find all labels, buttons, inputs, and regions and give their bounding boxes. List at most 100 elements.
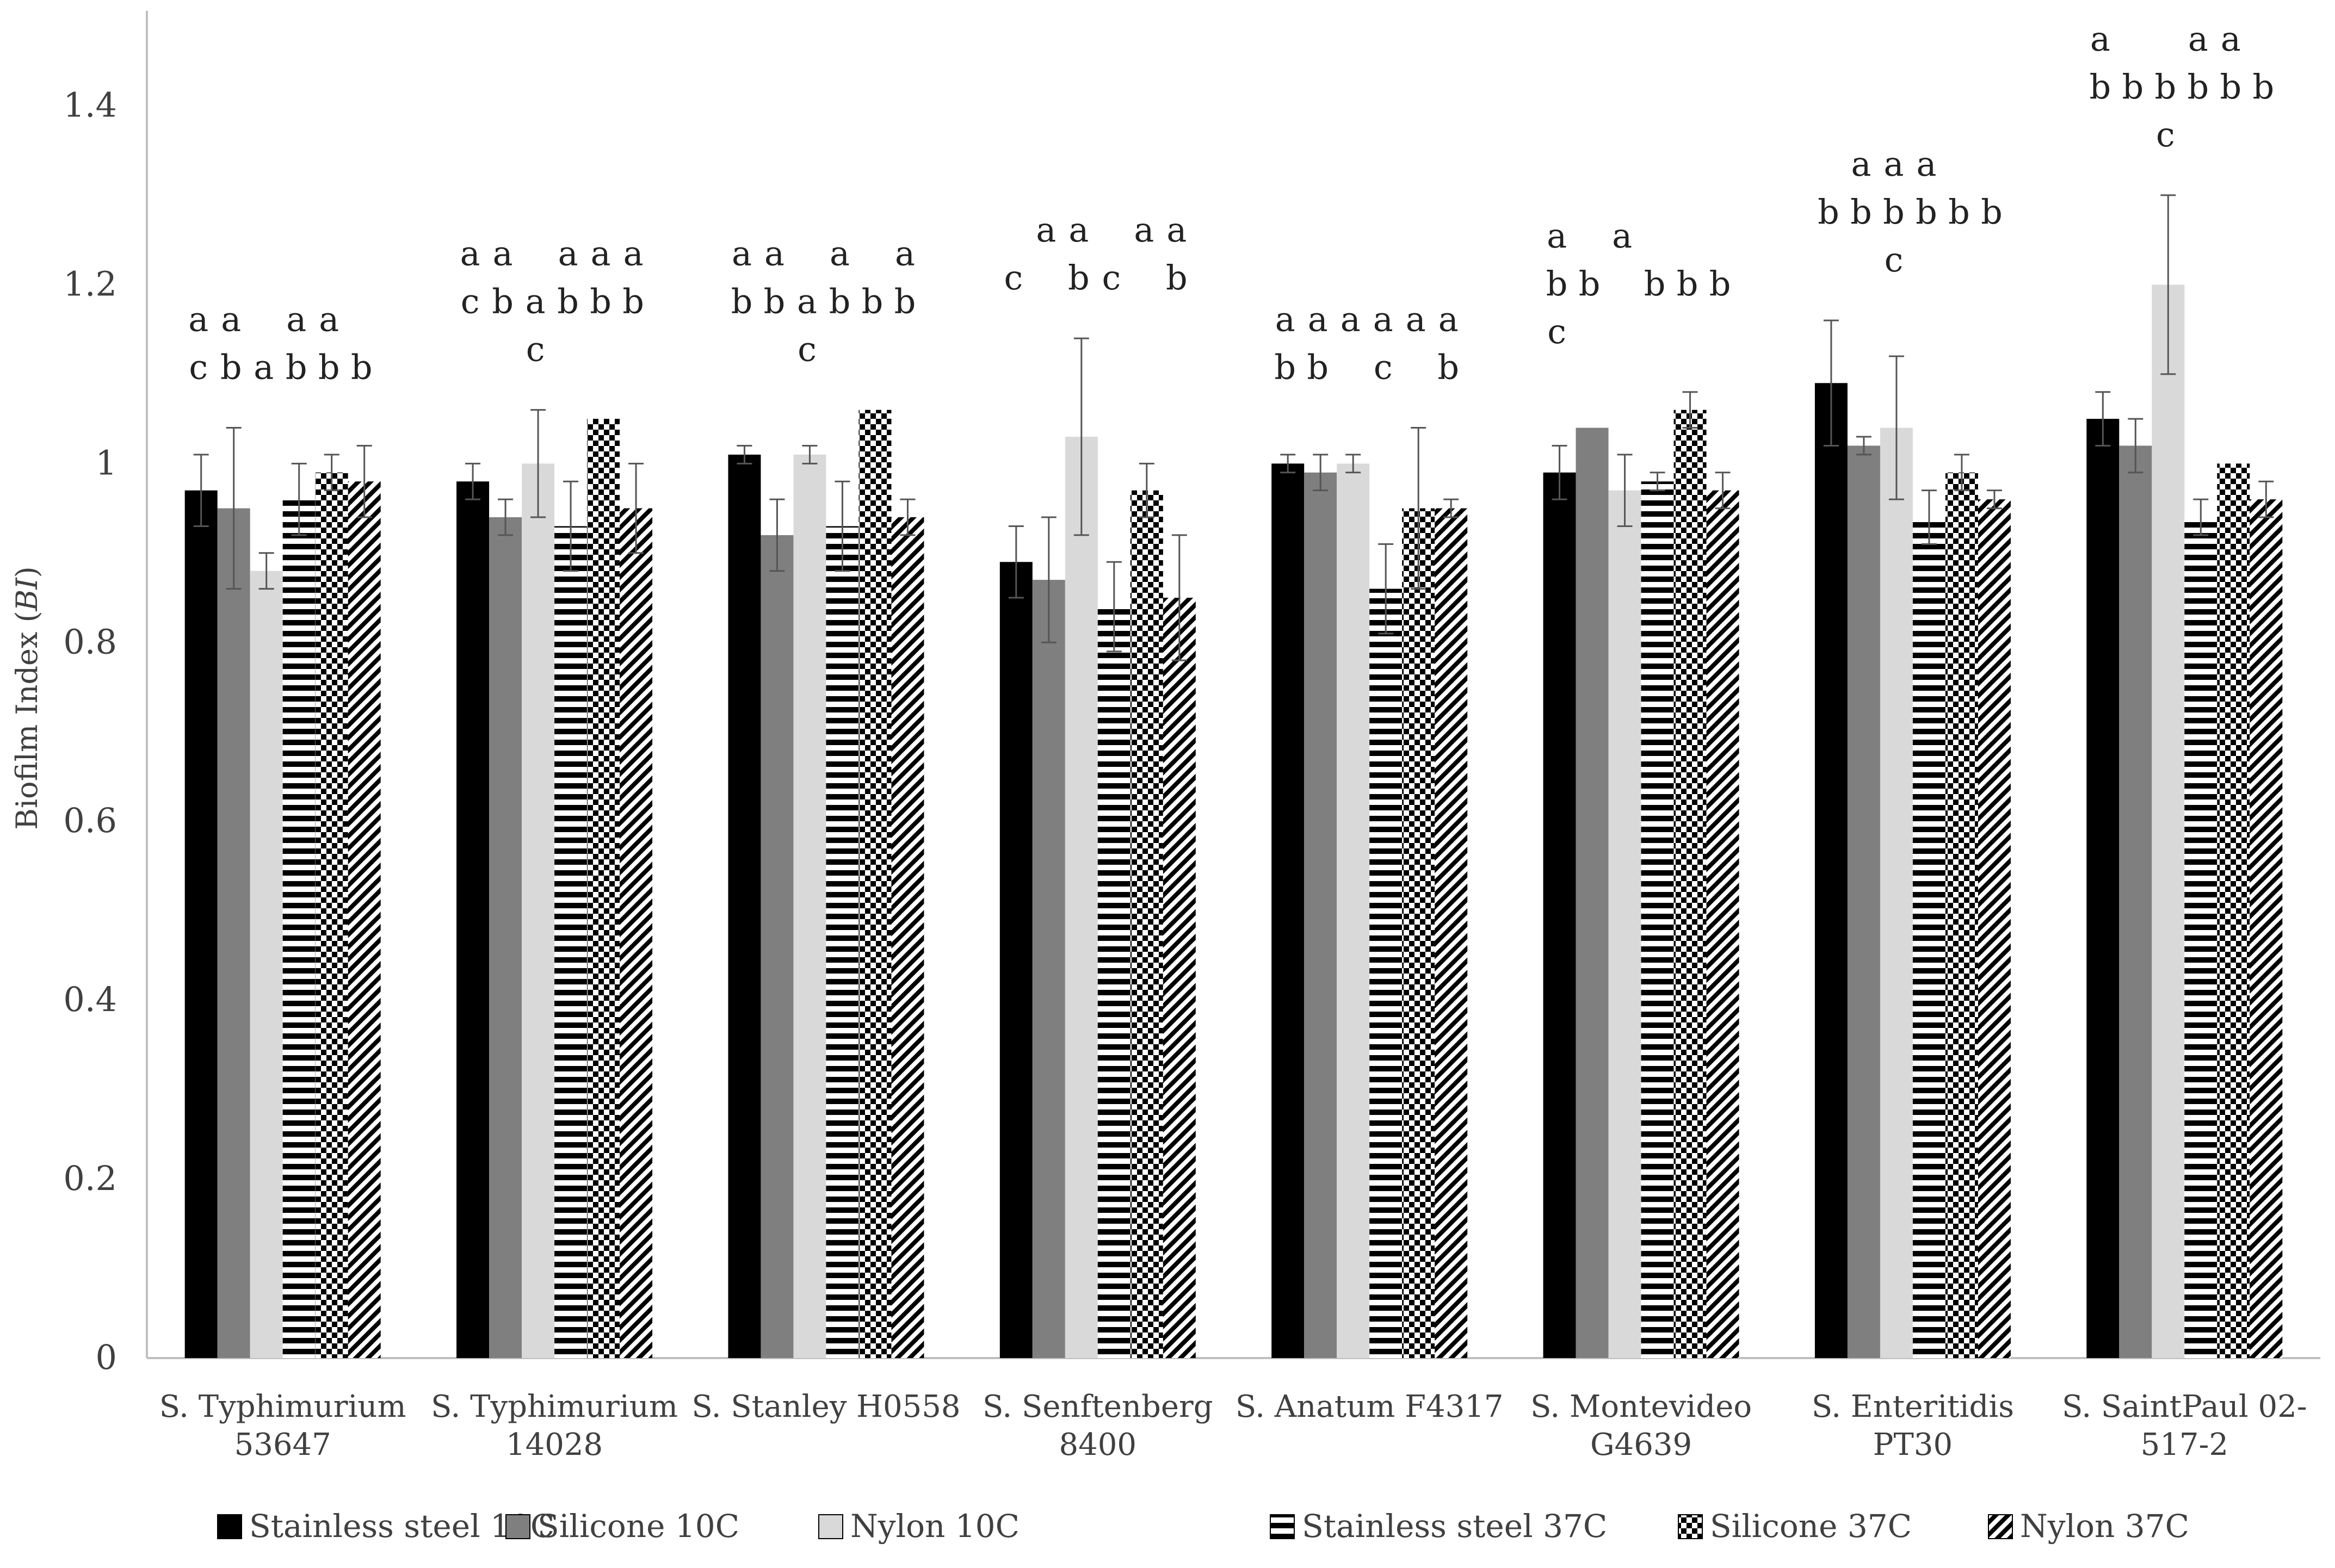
bar <box>1847 445 1880 1359</box>
bar <box>2152 284 2185 1358</box>
bar <box>1435 508 1468 1358</box>
significance-letter: b <box>622 282 650 321</box>
bar <box>315 472 348 1358</box>
significance-letter: b <box>1068 258 1095 298</box>
bar <box>554 526 588 1359</box>
y-axis-label: Biofilm Index (BI) <box>10 566 44 830</box>
legend-label: Stainless steel 10C <box>249 1508 554 1545</box>
significance-letter: a <box>254 348 279 387</box>
bar <box>891 517 924 1358</box>
bar <box>1576 427 1609 1359</box>
significance-letter: b <box>1166 258 1193 298</box>
significance-letter: c <box>526 330 551 369</box>
significance-letter: a <box>493 234 518 274</box>
significance-letter: a <box>1134 210 1159 250</box>
bar <box>2217 463 2250 1359</box>
significance-letter: b <box>1818 192 1845 232</box>
significance-letter: b <box>1579 264 1606 303</box>
bar <box>184 490 218 1358</box>
legend-label: Silicone 10C <box>538 1508 739 1545</box>
significance-letter: a <box>895 234 921 274</box>
significance-letter: b <box>2154 67 2182 107</box>
significance-letter: a <box>286 300 312 339</box>
significance-letter: b <box>2220 67 2247 107</box>
bar <box>1271 463 1305 1359</box>
bar <box>1337 463 1370 1359</box>
y-tick-label: 0.8 <box>63 622 117 661</box>
significance-letter: a <box>1166 210 1192 250</box>
bar <box>1304 472 1337 1358</box>
legend-label: Silicone 37C <box>1710 1508 1912 1545</box>
bar <box>1912 517 1945 1358</box>
significance-letter: b <box>1883 192 1910 232</box>
bar <box>1706 490 1739 1358</box>
y-tick-label: 0.2 <box>63 1158 117 1198</box>
y-tick-label: 0 <box>96 1337 117 1377</box>
significance-letters-layer: a a a ac b a b b ba a a a ac b a b b bca a a ab b a b b bca a a ac b c… <box>188 19 2280 387</box>
legend-label: Nylon 10C <box>850 1508 1020 1545</box>
significance-letter: b <box>492 282 519 321</box>
significance-letter: a <box>1373 300 1399 339</box>
bar <box>2250 499 2283 1358</box>
significance-letter: a <box>188 300 214 339</box>
significance-letter: b <box>351 348 378 387</box>
significance-letter: a <box>1036 210 1061 250</box>
bar <box>2119 445 2152 1359</box>
significance-letter: b <box>1916 192 1943 232</box>
significance-letter: a <box>1275 300 1301 339</box>
bar <box>1641 481 1674 1358</box>
bar <box>826 526 859 1359</box>
legend-label: Stainless steel 37C <box>1302 1508 1607 1545</box>
bar <box>1673 410 1707 1358</box>
significance-letter: b <box>1307 348 1334 387</box>
significance-letter: a <box>1883 144 1909 184</box>
bar <box>348 481 381 1358</box>
significance-letter: b <box>2187 67 2214 107</box>
x-category-label: S. Typhimurium 14028 <box>431 1389 678 1462</box>
significance-letter: c <box>2156 115 2180 154</box>
significance-letter: a <box>558 234 584 274</box>
legend-swatch <box>505 1514 530 1539</box>
significance-letter: b <box>1644 264 1671 303</box>
significance-letter: c <box>1547 312 1572 351</box>
bar <box>1608 490 1641 1358</box>
bar <box>1543 472 1576 1358</box>
significance-letter: a <box>1341 300 1366 339</box>
significance-letter: a <box>797 282 823 321</box>
bar <box>456 481 490 1358</box>
legend-label: Nylon 37C <box>2020 1508 2189 1545</box>
significance-letter: c <box>461 282 485 321</box>
x-category-label: S. Typhimurium 53647 <box>159 1389 406 1462</box>
significance-letter: b <box>1850 192 1877 232</box>
y-tick-label: 0.6 <box>63 801 117 840</box>
bar <box>858 410 892 1358</box>
significance-letter: b <box>2122 67 2149 107</box>
bar <box>1130 490 1163 1358</box>
significance-letter: b <box>829 282 856 321</box>
bar <box>999 562 1033 1358</box>
significance-letter: c <box>1102 258 1126 298</box>
bar <box>2184 517 2217 1358</box>
significance-letter: b <box>318 348 345 387</box>
bars-layer <box>184 284 2283 1359</box>
significance-letter: a <box>319 300 344 339</box>
significance-letter: b <box>557 282 584 321</box>
error-bars-layer <box>193 194 2274 661</box>
significance-letter: b <box>1437 348 1465 387</box>
significance-letter: a <box>526 282 551 321</box>
significance-letter: a <box>221 300 246 339</box>
significance-letter: b <box>2252 67 2280 107</box>
bar <box>489 517 522 1358</box>
x-category-label: S. Anatum F4317 <box>1236 1389 1504 1424</box>
bar <box>1945 472 1978 1358</box>
y-tick-label: 0.4 <box>63 980 117 1019</box>
significance-letter: b <box>894 282 922 321</box>
significance-letter: a <box>1308 300 1333 339</box>
significance-letter: a <box>623 234 649 274</box>
significance-letter: a <box>460 234 486 274</box>
significance-letter: c <box>1004 258 1028 298</box>
significance-letter: b <box>731 282 758 321</box>
bar <box>1880 427 1913 1359</box>
x-category-label: S. Montevideo G4639 <box>1530 1389 1752 1462</box>
